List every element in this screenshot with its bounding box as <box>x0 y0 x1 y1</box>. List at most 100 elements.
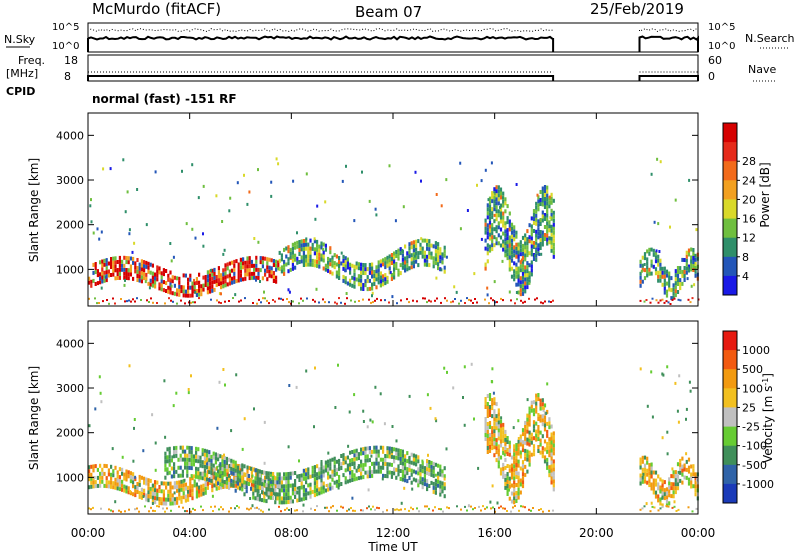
echo-cell <box>278 492 281 497</box>
echo-cell <box>118 479 121 484</box>
echo-cell <box>307 258 310 263</box>
echo-cell <box>360 274 363 279</box>
echo-cell <box>243 173 245 177</box>
echo-cell <box>694 480 697 485</box>
echo-cell <box>491 191 494 196</box>
echo-cell <box>116 272 119 276</box>
echo-cell <box>488 232 492 237</box>
echo-cell <box>360 447 363 452</box>
echo-cell <box>415 239 418 244</box>
echo-cell <box>103 463 106 468</box>
echo-cell <box>366 425 369 429</box>
echo-cell <box>521 279 525 284</box>
echo-cell <box>530 408 533 413</box>
echo-cell <box>318 244 321 249</box>
echo-cell <box>552 463 555 468</box>
echo-cell <box>497 464 500 469</box>
echo-cell <box>499 431 503 436</box>
echo-cell <box>211 484 214 489</box>
echo-cell <box>491 398 494 403</box>
echo-cell <box>182 293 185 298</box>
echo-cell <box>536 297 538 300</box>
echo-cell <box>495 237 498 242</box>
echo-cell <box>233 475 236 480</box>
echo-cell <box>186 510 188 513</box>
echo-cell <box>495 229 498 234</box>
echo-cell <box>484 298 486 301</box>
echo-cell <box>423 250 426 255</box>
echo-cell <box>692 468 695 473</box>
echo-cell <box>546 221 549 226</box>
echo-cell <box>499 455 503 460</box>
echo-cell <box>486 426 489 430</box>
echo-cell <box>661 274 664 279</box>
echo-cell <box>690 255 693 260</box>
echo-cell <box>88 276 91 281</box>
echo-cell <box>497 424 500 429</box>
echo-cell <box>156 488 159 493</box>
echo-cell <box>539 438 542 443</box>
echo-cell <box>241 475 244 480</box>
echo-cell <box>415 255 418 260</box>
echo-cell <box>229 196 232 200</box>
echo-cell <box>548 200 551 205</box>
echo-cell <box>255 278 257 282</box>
echo-cell <box>482 505 484 508</box>
echo-cell <box>499 215 503 220</box>
echo-cell <box>386 279 389 284</box>
echo-cell <box>690 480 693 485</box>
echo-cell <box>543 415 547 420</box>
echo-cell <box>112 469 115 474</box>
echo-cell <box>298 248 301 252</box>
echo-cell <box>491 380 494 384</box>
echo-cell <box>484 226 487 231</box>
echo-cell <box>181 473 184 478</box>
echo-cell <box>170 474 173 479</box>
echo-cell <box>412 256 415 261</box>
echo-cell <box>360 451 363 456</box>
echo-cell <box>222 276 225 281</box>
echo-cell <box>521 448 525 453</box>
echo-cell <box>462 396 464 399</box>
echo-cell <box>187 293 190 298</box>
echo-cell <box>360 278 363 283</box>
echo-cell <box>318 256 321 261</box>
echo-cell <box>542 302 544 305</box>
echo-cell <box>432 256 435 261</box>
echo-cell <box>679 266 682 271</box>
echo-cell <box>548 236 551 241</box>
echo-cell <box>182 285 185 290</box>
echo-cell <box>382 465 385 470</box>
echo-cell <box>454 298 456 300</box>
echo-cell <box>214 452 217 457</box>
echo-cell <box>192 301 194 304</box>
echo-cell <box>236 181 239 185</box>
echo-cell <box>143 272 146 277</box>
echo-cell <box>665 269 669 274</box>
echo-cell <box>491 207 494 212</box>
echo-cell <box>435 419 438 423</box>
echo-cell <box>543 233 547 237</box>
echo-cell <box>477 466 480 470</box>
echo-cell <box>322 266 325 271</box>
echo-cell <box>333 261 336 266</box>
echo-cell <box>261 276 264 281</box>
echo-cell <box>436 297 438 300</box>
echo-cell <box>166 447 169 452</box>
echo-cell <box>371 262 374 267</box>
echo-cell <box>309 486 312 491</box>
echo-cell <box>170 458 173 463</box>
echo-cell <box>404 466 407 471</box>
echo-cell <box>173 466 176 471</box>
echo-cell <box>473 272 476 276</box>
echo-cell <box>329 462 332 467</box>
echo-cell <box>289 483 292 488</box>
echo-cell <box>217 477 220 482</box>
colorbar-segment <box>723 218 737 239</box>
echo-cell <box>302 476 305 481</box>
echo-cell <box>101 471 104 476</box>
echo-cell <box>401 477 404 482</box>
echo-cell <box>147 498 150 503</box>
echo-cell <box>639 473 642 478</box>
